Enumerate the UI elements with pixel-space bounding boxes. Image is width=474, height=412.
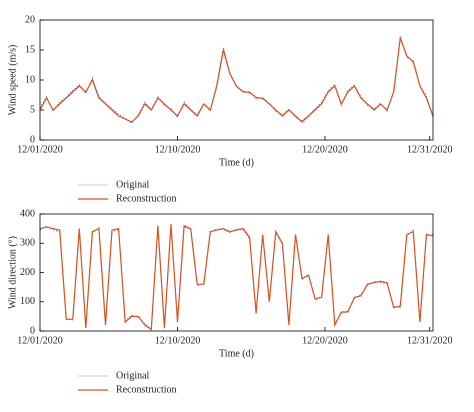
y-tick-label: 100 xyxy=(20,296,35,307)
series-line xyxy=(39,36,434,124)
x-tick-label: 12/31/2020 xyxy=(407,335,453,346)
plot-frame xyxy=(39,19,434,141)
y-axis-label: Wind direction (°) xyxy=(7,236,18,309)
series-line xyxy=(39,37,434,123)
y-tick-label: 5 xyxy=(30,104,35,115)
series-line xyxy=(39,225,434,330)
x-tick-label: 12/20/2020 xyxy=(302,144,348,155)
x-tick-label: 12/10/2020 xyxy=(155,144,201,155)
y-tick-label: 0 xyxy=(30,134,35,145)
x-axis-label: Time (d) xyxy=(219,157,254,168)
legend-label: Original xyxy=(116,370,150,381)
y-tick-label: 10 xyxy=(25,74,35,85)
y-tick-label: 200 xyxy=(20,267,35,278)
legend-label: Reconstruction xyxy=(116,193,177,204)
x-tick-label: 12/01/2020 xyxy=(17,144,63,155)
y-tick-label: 20 xyxy=(25,14,35,25)
y-tick-label: 0 xyxy=(30,325,35,336)
legend-label: Reconstruction xyxy=(116,384,177,395)
x-tick-label: 12/10/2020 xyxy=(155,335,201,346)
y-axis-label: Wind speed (m/s) xyxy=(7,45,18,116)
x-tick-label: 12/20/2020 xyxy=(302,335,348,346)
x-axis-label: Time (d) xyxy=(219,348,254,359)
x-tick-label: 12/01/2020 xyxy=(17,335,63,346)
y-tick-label: 300 xyxy=(20,238,35,249)
legend-label: Original xyxy=(116,179,150,190)
y-tick-label: 400 xyxy=(20,208,35,219)
y-tick-label: 15 xyxy=(25,44,35,55)
plot-frame xyxy=(39,213,434,332)
x-tick-label: 12/31/2020 xyxy=(407,144,453,155)
series-line xyxy=(39,224,434,331)
